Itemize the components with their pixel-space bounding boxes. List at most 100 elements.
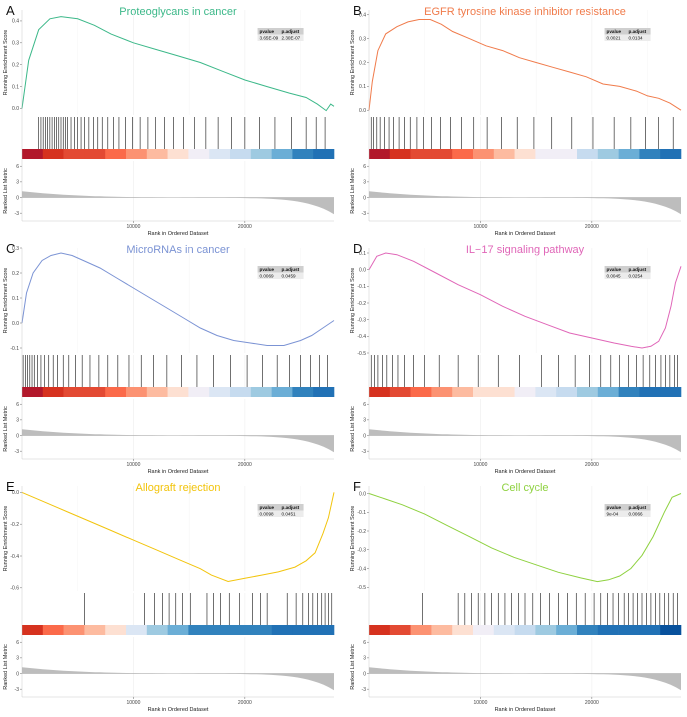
metric-ylabel: Ranked List Metric [3,644,9,690]
stat-padjust: 0.0254 [629,273,643,278]
x-axis-label: Rank in Ordered Dataset [148,231,209,237]
stat-header-padjust: p.adjust [629,267,647,272]
x-axis-label: Rank in Ordered Dataset [495,707,556,713]
heat-segment [230,625,252,635]
es-tick-label: 0.1 [359,251,366,257]
stat-padjust: 0.0134 [629,35,643,40]
panel-c: C MicroRNAs in cancer -0.1 0.0 0.1 0.2 0.3 Runn… [3,241,335,475]
x-tick-label: 20000 [238,700,252,706]
metric-tick-label: 3 [16,656,19,662]
metric-area [369,429,681,453]
stat-header-bg [257,28,304,35]
x-axis-label: Rank in Ordered Dataset [148,469,209,475]
heat-segment [230,149,252,159]
es-tick-label: -0.3 [357,317,366,323]
metric-tick-label: -3 [362,687,367,693]
stat-header-bg [604,266,651,273]
stat-pvalue: 3.65E-09 [260,35,279,40]
heat-segment [105,387,127,397]
heat-segment [369,625,391,635]
es-tick-label: 0.3 [12,246,19,252]
heat-segment [84,625,106,635]
heat-segment [431,625,453,635]
es-tick-label: -0.5 [357,585,366,591]
heat-segment [577,387,599,397]
es-tick-label: 0.1 [12,84,19,90]
es-tick-label: 0.0 [359,108,366,114]
panel-letter: E [6,479,15,494]
heat-segment [188,625,210,635]
metric-tick-label: 6 [363,640,366,646]
es-tick-label: 0.2 [12,62,19,68]
heat-segment [313,149,335,159]
es-tick-label: 0.4 [359,13,366,19]
metric-tick-label: 0 [363,671,366,677]
heat-segment [209,387,231,397]
x-tick-label: 20000 [238,224,252,230]
stat-padjust: 2.30E-07 [282,35,301,40]
stat-value-bg [257,510,304,517]
stat-header-bg [604,504,651,511]
heat-segment [146,149,168,159]
heat-segment [271,625,293,635]
panel-e: E Allograft rejection -0.6 -0.4 -0.2 0.0 Runni… [3,479,335,713]
heat-segment [369,149,391,159]
heat-segment [313,387,335,397]
heat-segment [597,625,619,635]
es-tick-label: -0.1 [10,346,19,352]
metric-tick-label: 0 [363,195,366,201]
es-tick-label: 0.2 [359,60,366,66]
stat-header-padjust: p.adjust [629,505,647,510]
heat-segment [22,387,44,397]
heat-segment [639,149,661,159]
heat-segment [577,625,599,635]
heat-segment [618,387,640,397]
x-tick-label: 10000 [126,462,140,468]
heat-segment [313,625,335,635]
metric-tick-label: 3 [16,418,19,424]
metric-tick-label: 6 [363,164,366,170]
heat-segment [452,387,474,397]
x-tick-label: 10000 [126,700,140,706]
metric-tick-label: 0 [16,671,19,677]
heat-segment [105,149,127,159]
heat-segment [639,625,661,635]
x-axis-label: Rank in Ordered Dataset [495,469,556,475]
es-tick-label: -0.2 [10,522,19,528]
es-ylabel: Running Enrichment Score [3,506,9,572]
heat-segment [535,625,557,635]
heat-segment [493,387,515,397]
heat-segment [452,149,474,159]
stat-header-bg [257,504,304,511]
heat-segment [126,149,148,159]
metric-ylabel: Ranked List Metric [350,168,356,214]
es-tick-label: -0.4 [357,334,366,340]
es-tick-label: 0.3 [12,41,19,47]
metric-tick-label: 6 [363,402,366,408]
stat-pvalue: 0.0098 [260,511,274,516]
heat-segment [639,387,661,397]
x-tick-label: 10000 [473,462,487,468]
stat-pvalue: 9e-04 [607,511,619,516]
es-tick-label: -0.2 [357,529,366,535]
heat-segment [209,149,231,159]
heat-segment [63,625,85,635]
es-tick-label: -0.3 [357,548,366,554]
stat-header-pvalue: pvalue [260,29,275,34]
metric-tick-label: 6 [16,640,19,646]
heat-segment [250,625,272,635]
x-axis-label: Rank in Ordered Dataset [148,707,209,713]
panel-letter: C [6,241,15,256]
metric-area [22,429,334,453]
heat-segment [514,625,536,635]
heat-segment [63,387,85,397]
es-ylabel: Running Enrichment Score [3,268,9,334]
x-tick-label: 10000 [473,224,487,230]
heat-segment [230,387,252,397]
heat-segment [369,387,391,397]
es-tick-label: -0.4 [357,566,366,572]
heat-segment [597,387,619,397]
es-ylabel: Running Enrichment Score [350,30,356,96]
panel-title: MicroRNAs in cancer [126,244,230,256]
stat-value-bg [604,510,651,517]
